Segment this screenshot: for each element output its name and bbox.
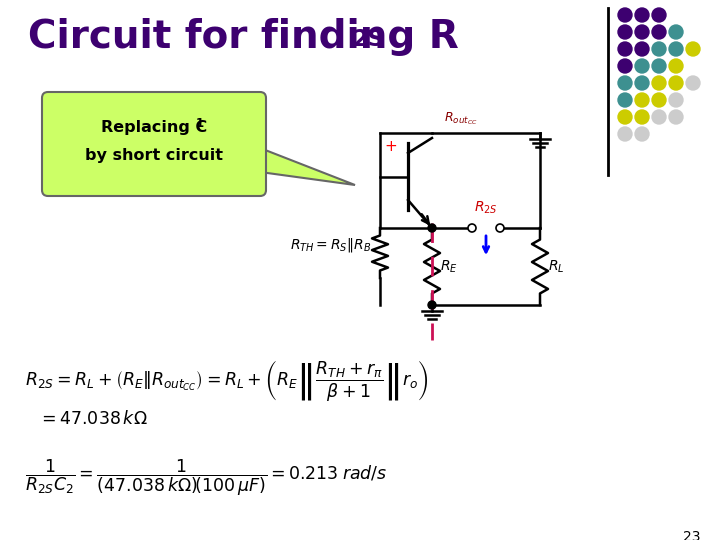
Text: by short circuit: by short circuit bbox=[85, 148, 223, 163]
FancyBboxPatch shape bbox=[42, 92, 266, 196]
Circle shape bbox=[496, 224, 504, 232]
Circle shape bbox=[618, 93, 632, 107]
Circle shape bbox=[428, 224, 436, 232]
Text: $R_{TH} = R_S \| R_B$: $R_{TH} = R_S \| R_B$ bbox=[290, 236, 372, 254]
Circle shape bbox=[669, 25, 683, 39]
Text: $R_{out_{CC}}$: $R_{out_{CC}}$ bbox=[444, 111, 477, 127]
Text: +: + bbox=[384, 139, 397, 154]
Circle shape bbox=[652, 42, 666, 56]
Circle shape bbox=[618, 76, 632, 90]
Text: Replacing C: Replacing C bbox=[101, 120, 207, 135]
Text: $\dfrac{1}{R_{2S}C_2} = \dfrac{1}{\left(47.038\,k\Omega\right)\!\left(100\,\mu F: $\dfrac{1}{R_{2S}C_2} = \dfrac{1}{\left(… bbox=[25, 458, 387, 498]
Circle shape bbox=[618, 110, 632, 124]
Circle shape bbox=[686, 42, 700, 56]
Circle shape bbox=[635, 25, 649, 39]
Circle shape bbox=[652, 59, 666, 73]
Circle shape bbox=[635, 8, 649, 22]
Text: 2S: 2S bbox=[352, 28, 384, 51]
Circle shape bbox=[428, 301, 436, 309]
Circle shape bbox=[468, 224, 476, 232]
Circle shape bbox=[635, 76, 649, 90]
Circle shape bbox=[635, 59, 649, 73]
Text: 1: 1 bbox=[196, 117, 204, 130]
Circle shape bbox=[635, 93, 649, 107]
Circle shape bbox=[635, 110, 649, 124]
Text: 23: 23 bbox=[683, 530, 700, 540]
Circle shape bbox=[669, 93, 683, 107]
Circle shape bbox=[652, 8, 666, 22]
Circle shape bbox=[618, 42, 632, 56]
Text: Circuit for finding R: Circuit for finding R bbox=[28, 18, 459, 56]
Text: $R_L$: $R_L$ bbox=[548, 259, 564, 275]
Circle shape bbox=[618, 8, 632, 22]
Circle shape bbox=[652, 110, 666, 124]
Circle shape bbox=[652, 76, 666, 90]
Circle shape bbox=[652, 25, 666, 39]
Circle shape bbox=[669, 76, 683, 90]
Circle shape bbox=[686, 76, 700, 90]
Text: $R_E$: $R_E$ bbox=[440, 259, 458, 275]
Polygon shape bbox=[260, 148, 355, 185]
Circle shape bbox=[618, 59, 632, 73]
Circle shape bbox=[635, 127, 649, 141]
Circle shape bbox=[669, 110, 683, 124]
Text: $R_{2S} = R_L + \left(R_E \| R_{out_{CC}}\right) = R_L + \left(R_E\left\|\dfrac{: $R_{2S} = R_L + \left(R_E \| R_{out_{CC}… bbox=[25, 358, 428, 403]
Circle shape bbox=[652, 93, 666, 107]
Circle shape bbox=[669, 42, 683, 56]
Circle shape bbox=[635, 42, 649, 56]
Circle shape bbox=[618, 127, 632, 141]
Text: $R_{2S}$: $R_{2S}$ bbox=[474, 200, 498, 216]
Circle shape bbox=[669, 59, 683, 73]
Text: $= 47.038\,k\Omega$: $= 47.038\,k\Omega$ bbox=[38, 410, 148, 428]
Circle shape bbox=[618, 25, 632, 39]
